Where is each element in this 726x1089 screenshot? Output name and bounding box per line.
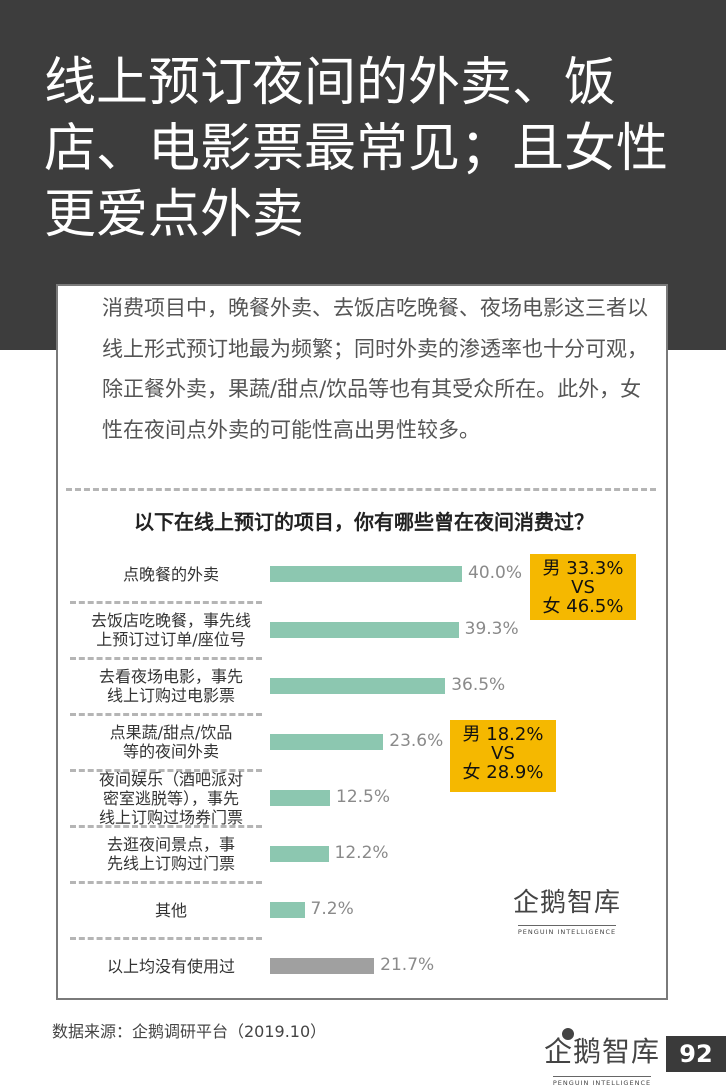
category-label-line: 先线上订购过门票 (106, 854, 235, 873)
row-divider (70, 713, 262, 716)
category-label: 点晚餐的外卖 (72, 565, 270, 584)
content-card: 消费项目中，晚餐外卖、去饭店吃晚餐、夜场电影这三者以线上形式预订地最为频繁；同时… (56, 284, 668, 1000)
bar (270, 846, 329, 862)
category-label: 其他 (72, 901, 270, 920)
footer-logo-subtext: PENGUIN INTELLIGENCE (552, 1076, 652, 1087)
callout-line: VS (491, 743, 515, 764)
row-divider (70, 601, 262, 604)
bar (270, 790, 330, 806)
category-label: 去逛夜间景点，事 先线上订购过门票 (72, 835, 270, 873)
category-label-line: 线上订购过电影票 (106, 686, 235, 705)
callout-line: 女 28.9% (462, 762, 544, 783)
category-label-line: 去看夜场电影，事先 (98, 667, 243, 686)
data-source: 数据来源：企鹅调研平台（2019.10） (52, 1022, 327, 1041)
bar (270, 678, 446, 694)
value-label: 40.0% (468, 563, 523, 583)
category-label-line: 密室逃脱等），事先 (102, 788, 239, 808)
category-label-line: 去逛夜间景点，事 (106, 835, 235, 854)
footer-logo: 企鹅智库 PENGUIN INTELLIGENCE (542, 1030, 662, 1089)
bar (270, 566, 462, 582)
category-label-line: 点果蔬/甜点/饮品 (109, 723, 233, 742)
chart-title: 以下在线上预订的项目，你有哪些曾在夜间消费过？ (134, 510, 594, 534)
bar (270, 622, 459, 638)
value-label: 23.6% (389, 731, 444, 751)
category-label: 去饭店吃晚餐，事先线 上预订过订单/座位号 (72, 611, 270, 649)
category-label: 夜间娱乐（酒吧派对 密室逃脱等），事先 线上订购过场券门票 (72, 770, 270, 827)
bar (270, 958, 375, 974)
penguin-icon (560, 1026, 576, 1042)
page-title: 线上预订夜间的外卖、饭店、电影票最常见；且女性更爱点外卖 (44, 53, 669, 245)
section-divider (66, 488, 656, 491)
bar (270, 902, 305, 918)
callout-line: 女 46.5% (542, 596, 624, 617)
category-label-line: 线上订购过场券门票 (98, 807, 243, 827)
category-label-line: 其他 (154, 900, 187, 920)
category-label: 去看夜场电影，事先 线上订购过电影票 (72, 667, 270, 705)
intro-paragraph: 消费项目中，晚餐外卖、去饭店吃晚餐、夜场电影这三者以线上形式预订地最为频繁；同时… (102, 296, 648, 442)
watermark-text: 企鹅智库 (512, 888, 621, 918)
bar (270, 734, 384, 750)
watermark-subtext: PENGUIN INTELLIGENCE (517, 925, 617, 936)
row-divider (70, 657, 262, 660)
category-label: 点果蔬/甜点/饮品 等的夜间外卖 (72, 723, 270, 761)
callout-line: 男 18.2% (462, 724, 544, 745)
category-label-line: 去饭店吃晚餐，事先线 (90, 611, 251, 630)
category-label: 以上均没有使用过 (72, 957, 270, 976)
watermark: 企鹅智库 PENGUIN INTELLIGENCE (502, 882, 632, 938)
category-label-line: 等的夜间外卖 (122, 742, 219, 761)
value-label: 39.3% (464, 619, 519, 639)
value-label: 7.2% (310, 899, 354, 919)
value-label: 21.7% (380, 955, 435, 975)
callout-line: VS (571, 577, 595, 598)
value-label: 12.2% (334, 843, 389, 863)
row-divider (70, 825, 262, 828)
row-divider (70, 769, 262, 772)
page-number: 92 (666, 1036, 726, 1072)
category-label-line: 上预订过订单/座位号 (96, 630, 246, 649)
callout-line: 男 33.3% (542, 558, 624, 579)
gender-callout: 男 18.2% VS 女 28.9% (450, 720, 556, 792)
row-divider (70, 937, 262, 940)
value-label: 12.5% (336, 787, 391, 807)
row-divider (70, 881, 262, 884)
category-label-line: 夜间娱乐（酒吧派对 (98, 769, 243, 789)
category-label-line: 以上均没有使用过 (106, 956, 235, 976)
value-label: 36.5% (451, 675, 506, 695)
gender-callout: 男 33.3% VS 女 46.5% (530, 554, 636, 620)
category-label-line: 点晚餐的外卖 (122, 564, 219, 584)
